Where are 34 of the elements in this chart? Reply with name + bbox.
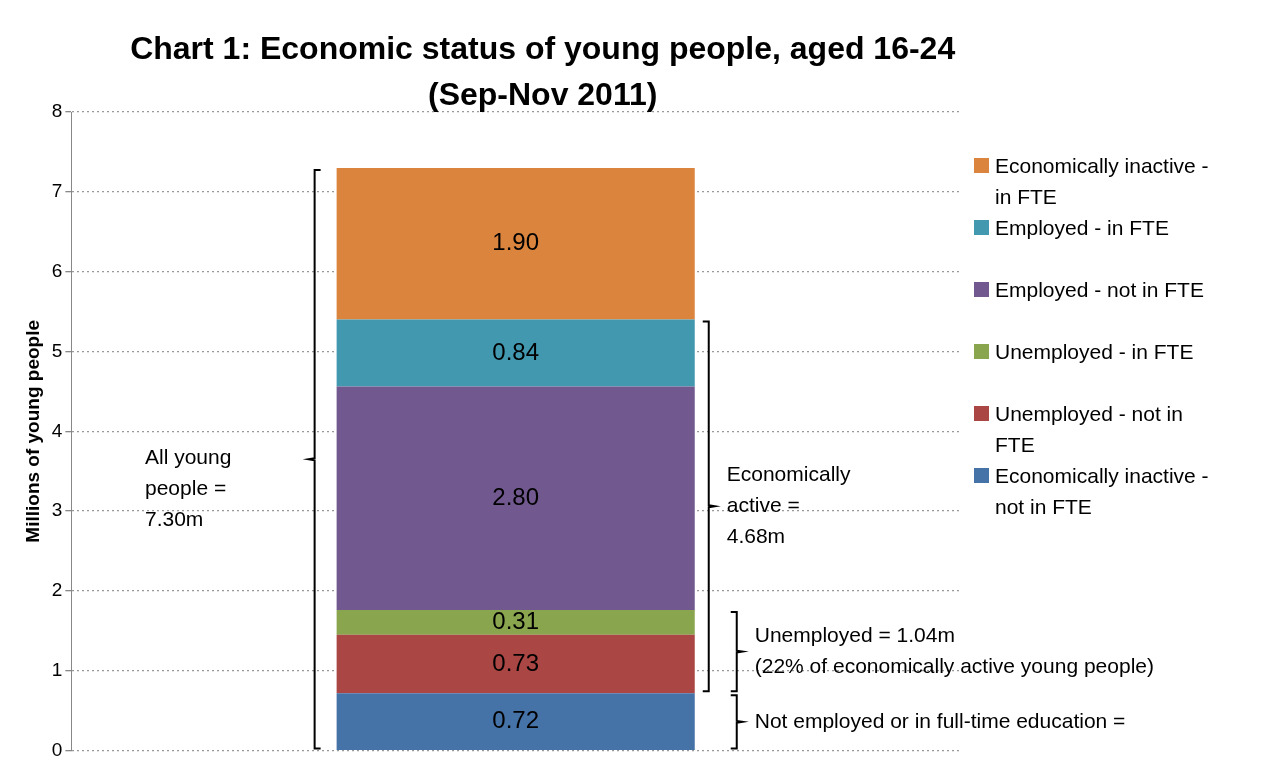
bar — [336, 319, 695, 387]
y-tick-label: 3 — [51, 499, 63, 521]
data-label: 0.31 — [492, 607, 540, 635]
text: Not employed or in full-time education = — [754, 708, 1126, 732]
bar — [336, 610, 695, 635]
chart-title: Chart 1: Economic status of young people, aged 16-24 — [130, 29, 956, 66]
text: Unemployed = 1.04m (22% of economically active young people) — [754, 622, 1154, 677]
bar — [336, 693, 695, 750]
text: All young people = 7.30m — [145, 445, 232, 531]
y-tick-label: 5 — [51, 339, 63, 361]
bar — [336, 386, 695, 611]
data-label: 1.90 — [492, 228, 540, 256]
y-axis-title: Millions of young people — [21, 319, 43, 543]
text: Economically active = 4.68m — [726, 462, 851, 548]
y-tick-label: 8 — [51, 100, 63, 122]
legend-label: Employed - in FTE — [995, 215, 1169, 241]
data-label: 0.73 — [492, 648, 540, 676]
data-label: 2.80 — [492, 482, 540, 510]
y-tick-label: 0 — [51, 738, 63, 760]
y-tick-label: 4 — [51, 419, 63, 441]
legend-label: Unemployed - not in FTE — [995, 401, 1184, 458]
bar — [336, 167, 695, 320]
data-label: 0.72 — [492, 706, 540, 734]
legend-label: Economically inactive - in FTE — [995, 153, 1210, 210]
legend-label: Economically inactive - not in FTE — [995, 463, 1210, 520]
y-tick-label: 7 — [51, 180, 63, 202]
data-label: 0.84 — [492, 337, 540, 365]
bar — [336, 634, 695, 694]
legend-label: Unemployed - in FTE — [995, 339, 1194, 365]
y-tick-label: 2 — [51, 579, 63, 601]
y-tick-label: 1 — [51, 659, 63, 681]
y-tick-label: 6 — [51, 259, 63, 281]
chart-subtitle: (Sep-Nov 2011) — [427, 75, 658, 112]
legend-label: Employed - not in FTE — [995, 277, 1204, 303]
